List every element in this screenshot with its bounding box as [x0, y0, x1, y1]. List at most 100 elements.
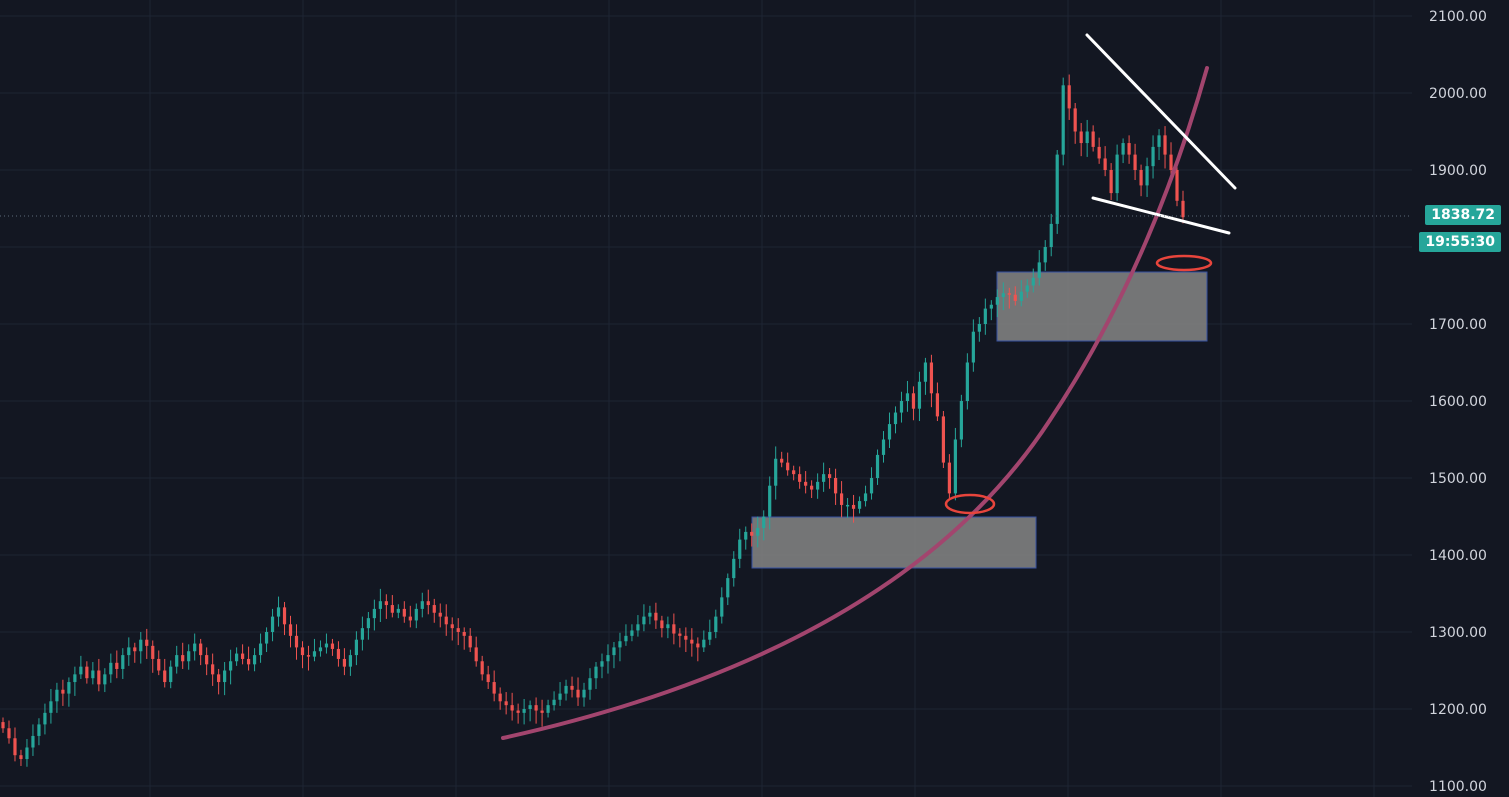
candle-body[interactable]: [181, 655, 185, 662]
candle-body[interactable]: [1175, 170, 1179, 201]
candle-body[interactable]: [49, 701, 53, 713]
candle-body[interactable]: [690, 639, 694, 644]
candle-body[interactable]: [1169, 154, 1173, 170]
candle-body[interactable]: [768, 485, 772, 517]
candle-body[interactable]: [199, 643, 203, 656]
candle-body[interactable]: [318, 647, 323, 652]
candle-body[interactable]: [1073, 108, 1077, 132]
candle-body[interactable]: [869, 478, 874, 494]
candle-body[interactable]: [798, 474, 802, 482]
candle-body[interactable]: [492, 682, 496, 694]
candle-body[interactable]: [977, 324, 981, 332]
candle-body[interactable]: [372, 608, 376, 619]
candle-body[interactable]: [953, 439, 957, 494]
candle-body[interactable]: [360, 628, 364, 640]
candle-body[interactable]: [354, 639, 359, 656]
candle-body[interactable]: [899, 401, 904, 413]
candle-body[interactable]: [25, 747, 29, 760]
candle-body[interactable]: [324, 643, 329, 648]
candle-body[interactable]: [163, 670, 167, 683]
candle-body[interactable]: [702, 639, 706, 648]
candle-body[interactable]: [426, 601, 430, 606]
candle-body[interactable]: [528, 705, 532, 709]
candle-body[interactable]: [887, 424, 892, 440]
candle-body[interactable]: [540, 710, 544, 713]
candle-body[interactable]: [91, 670, 95, 679]
candle-body[interactable]: [306, 655, 311, 657]
candle-body[interactable]: [169, 666, 173, 683]
candle-body[interactable]: [636, 624, 640, 631]
candle-body[interactable]: [127, 647, 131, 656]
candle-body[interactable]: [1097, 146, 1101, 159]
candle-body[interactable]: [1079, 131, 1083, 144]
candle-body[interactable]: [79, 666, 83, 675]
candle-body[interactable]: [1031, 277, 1035, 286]
candle-body[interactable]: [300, 647, 305, 656]
candle-body[interactable]: [37, 724, 41, 736]
candle-body[interactable]: [875, 454, 880, 478]
candle-body[interactable]: [1157, 135, 1161, 147]
candle-body[interactable]: [1145, 166, 1149, 186]
candle-body[interactable]: [510, 705, 514, 711]
candle-body[interactable]: [1037, 262, 1041, 278]
candle-body[interactable]: [264, 632, 269, 644]
candle-body[interactable]: [235, 653, 239, 662]
candle-body[interactable]: [444, 616, 448, 625]
candle-body[interactable]: [294, 635, 299, 648]
candle-body[interactable]: [839, 493, 844, 505]
candle-body[interactable]: [217, 674, 221, 683]
candle-body[interactable]: [905, 393, 910, 401]
candle-body[interactable]: [486, 674, 490, 683]
candle-body[interactable]: [414, 608, 418, 621]
candle-body[interactable]: [7, 728, 11, 739]
candle-body[interactable]: [402, 608, 406, 617]
candle-body[interactable]: [720, 597, 724, 617]
candle-body[interactable]: [833, 478, 838, 494]
candle-body[interactable]: [1103, 158, 1107, 170]
bounce-ellipse-lower[interactable]: [944, 493, 996, 515]
candle-body[interactable]: [1181, 200, 1185, 218]
candle-body[interactable]: [1043, 247, 1047, 263]
candle-body[interactable]: [474, 647, 478, 662]
candle-body[interactable]: [881, 439, 886, 455]
candle-body[interactable]: [822, 474, 826, 482]
candle-body[interactable]: [468, 635, 472, 648]
candle-body[interactable]: [594, 666, 598, 679]
candle-body[interactable]: [378, 601, 382, 609]
candle-body[interactable]: [708, 632, 712, 640]
candle-body[interactable]: [246, 658, 251, 665]
candle-body[interactable]: [750, 531, 754, 536]
candle-body[interactable]: [762, 516, 766, 529]
candle-body[interactable]: [582, 689, 586, 698]
candle-body[interactable]: [175, 655, 179, 667]
candle-body[interactable]: [810, 485, 814, 490]
bounce-ellipse-upper[interactable]: [1155, 254, 1213, 272]
candle-body[interactable]: [1055, 154, 1059, 224]
candle-body[interactable]: [139, 639, 143, 652]
candle-body[interactable]: [258, 643, 263, 656]
candle-body[interactable]: [13, 738, 17, 756]
candle-body[interactable]: [516, 710, 520, 713]
candle-body[interactable]: [588, 678, 592, 690]
candle-body[interactable]: [1007, 293, 1011, 295]
candle-body[interactable]: [67, 682, 71, 694]
candle-body[interactable]: [756, 528, 760, 536]
candle-body[interactable]: [498, 693, 502, 702]
candle-body[interactable]: [193, 643, 197, 652]
candle-body[interactable]: [97, 670, 101, 685]
candle-body[interactable]: [211, 664, 215, 675]
candle-body[interactable]: [408, 616, 412, 621]
candle-body[interactable]: [1121, 143, 1125, 155]
candle-body[interactable]: [738, 539, 742, 559]
candle-body[interactable]: [965, 362, 969, 402]
candle-body[interactable]: [732, 558, 736, 579]
candle-body[interactable]: [480, 661, 484, 675]
candle-body[interactable]: [714, 616, 718, 632]
candle-body[interactable]: [1133, 154, 1137, 170]
candle-body[interactable]: [390, 605, 394, 613]
candle-body[interactable]: [342, 658, 347, 667]
candle-body[interactable]: [552, 699, 556, 706]
candle-body[interactable]: [348, 655, 353, 667]
candle-body[interactable]: [1085, 131, 1089, 144]
candle-body[interactable]: [786, 462, 790, 471]
